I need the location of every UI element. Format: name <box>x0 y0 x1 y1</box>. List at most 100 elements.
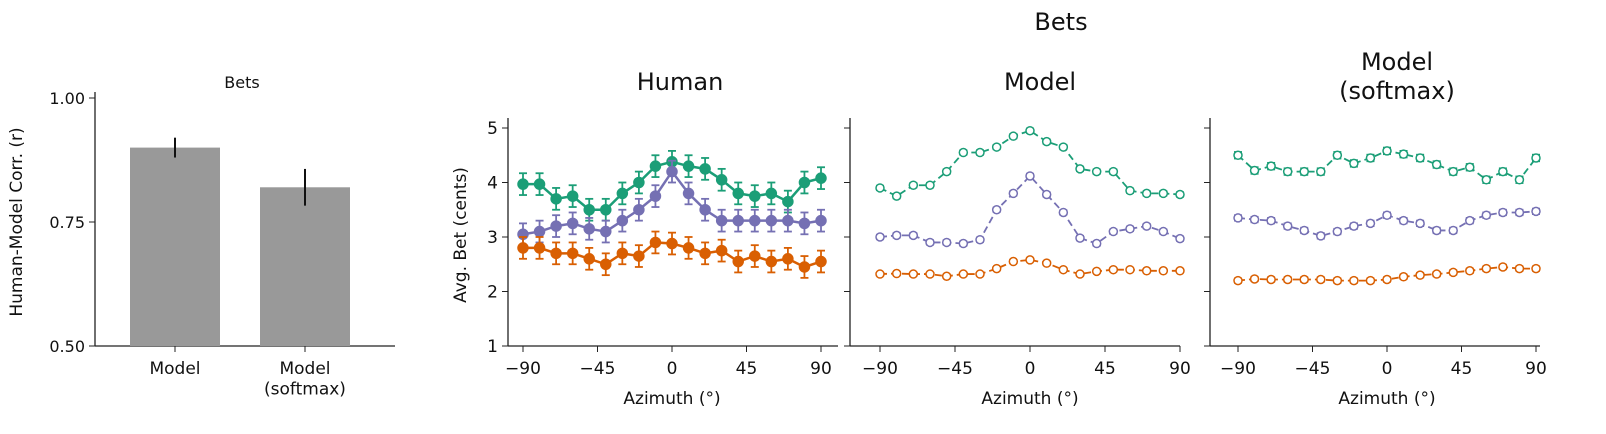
y-axis-label: Human-Model Corr. (r) <box>7 127 27 316</box>
data-point <box>875 183 885 193</box>
data-point <box>1075 164 1085 174</box>
data-point <box>1041 258 1052 268</box>
data-point <box>1448 267 1458 278</box>
data-point <box>1349 221 1359 231</box>
data-point <box>600 258 612 270</box>
data-point <box>941 271 952 281</box>
data-point <box>1382 210 1392 220</box>
data-point <box>1365 218 1376 229</box>
data-point <box>908 230 919 241</box>
data-point <box>765 214 778 227</box>
data-point <box>1158 226 1169 237</box>
data-point <box>925 180 935 190</box>
data-point <box>550 247 562 260</box>
data-point <box>749 190 761 202</box>
x-tick-label: 0 <box>667 359 678 379</box>
data-point <box>1349 275 1359 286</box>
data-point <box>1415 270 1425 280</box>
data-point <box>765 187 778 200</box>
data-point <box>941 237 952 248</box>
data-point <box>1415 218 1425 229</box>
data-point <box>815 255 827 268</box>
data-point <box>1398 215 1409 226</box>
data-point <box>1025 171 1035 181</box>
data-point <box>583 253 595 265</box>
data-point <box>550 220 562 232</box>
data-point <box>958 238 969 249</box>
data-point <box>715 214 728 227</box>
data-point <box>1431 225 1442 236</box>
data-point <box>1448 225 1458 236</box>
data-point <box>732 214 744 227</box>
data-point <box>566 190 579 202</box>
x-tick-label: −90 <box>505 359 541 379</box>
data-point <box>1514 263 1525 274</box>
bar <box>130 147 220 346</box>
data-point <box>1091 166 1102 177</box>
data-point <box>1448 166 1458 177</box>
data-point <box>517 178 529 190</box>
data-point <box>1233 213 1243 223</box>
data-point <box>891 191 902 201</box>
data-point <box>1332 150 1343 160</box>
data-point <box>517 242 529 254</box>
data-point <box>600 204 612 216</box>
data-point <box>1249 214 1260 225</box>
data-point <box>1514 175 1525 185</box>
data-point <box>1332 226 1343 237</box>
y-axis-label: Avg. Bet (cents) <box>451 167 471 303</box>
data-point <box>1398 272 1409 282</box>
data-point <box>1141 221 1152 231</box>
x-tick-label: (softmax) <box>264 379 346 399</box>
data-point <box>533 178 546 190</box>
x-tick-label: −45 <box>580 359 616 379</box>
data-point <box>1316 231 1326 241</box>
data-point <box>925 237 935 248</box>
data-point <box>1175 233 1185 244</box>
data-point <box>1266 215 1276 226</box>
data-point <box>1299 166 1309 177</box>
data-point <box>682 160 695 172</box>
data-point <box>1531 153 1541 163</box>
data-point <box>666 237 678 250</box>
data-point <box>782 214 794 227</box>
data-point <box>616 187 629 200</box>
data-point <box>798 217 811 230</box>
data-point <box>1091 266 1102 277</box>
data-point <box>1465 266 1475 276</box>
x-tick-label: 0 <box>1025 359 1036 379</box>
data-point <box>1008 256 1019 267</box>
data-point <box>616 214 629 227</box>
x-tick-label: 90 <box>1525 359 1547 379</box>
x-axis-label: Azimuth (°) <box>623 389 720 409</box>
data-point <box>699 204 711 216</box>
data-point <box>732 187 744 200</box>
data-point <box>749 214 761 227</box>
data-point <box>1365 275 1376 286</box>
data-point <box>1465 162 1475 172</box>
data-point <box>1008 188 1019 199</box>
data-point <box>1249 274 1260 284</box>
panel-title: Human <box>637 68 724 96</box>
data-point <box>550 193 562 205</box>
data-point <box>891 268 902 279</box>
x-tick-label: 45 <box>1094 359 1116 379</box>
data-point <box>815 172 827 184</box>
data-point <box>1514 207 1525 218</box>
data-point <box>1498 262 1508 272</box>
y-tick-label: 0.75 <box>49 213 85 232</box>
data-point <box>1382 274 1392 285</box>
data-point <box>798 176 811 189</box>
x-tick-label: −45 <box>937 359 973 379</box>
data-point <box>1125 264 1135 275</box>
data-point <box>1158 188 1169 199</box>
data-point <box>991 263 1002 274</box>
data-point <box>1531 263 1541 274</box>
data-point <box>1316 274 1326 285</box>
data-point <box>941 166 952 177</box>
data-point <box>782 195 794 208</box>
figure-suptitle: Bets <box>1034 8 1087 36</box>
x-tick-label: 90 <box>1169 359 1191 379</box>
data-point <box>1382 146 1392 156</box>
